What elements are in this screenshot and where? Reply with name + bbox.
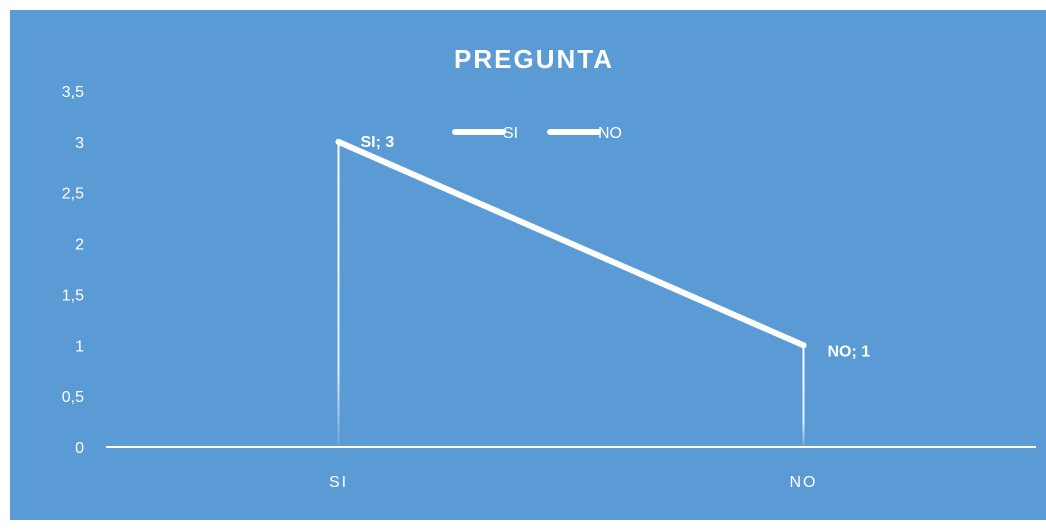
chart-area: PREGUNTA SI NO 0 0,5 1 1,5 2 2,5 3 3,5 SI NO SI; … xyxy=(10,10,1046,520)
y-tick-label: 0 xyxy=(75,440,84,457)
y-tick-label: 1 xyxy=(75,338,84,355)
series-line xyxy=(335,138,807,349)
data-label: NO; 1 xyxy=(828,343,871,360)
y-tick-label: 2 xyxy=(75,237,84,254)
y-tick-label: 1,5 xyxy=(62,287,84,304)
x-tick-label: NO xyxy=(790,474,818,491)
y-axis: 0 0,5 1 1,5 2 2,5 3 3,5 xyxy=(62,84,84,457)
data-label: SI; 3 xyxy=(361,134,395,151)
x-axis: SI NO xyxy=(106,446,1036,491)
legend-label: SI xyxy=(503,125,518,142)
y-tick-label: 3,5 xyxy=(62,84,84,101)
x-tick-label: SI xyxy=(329,474,348,491)
drop-line xyxy=(337,141,340,447)
y-tick-label: 2,5 xyxy=(62,186,84,203)
y-tick-label: 3 xyxy=(75,135,84,152)
legend-label: NO xyxy=(598,125,622,142)
data-point xyxy=(335,138,342,145)
y-tick-label: 0,5 xyxy=(62,389,84,406)
data-point xyxy=(800,342,807,349)
plot-area: SI; 3 NO; 1 xyxy=(335,134,871,447)
drop-line xyxy=(802,345,805,447)
line-chart: PREGUNTA SI NO 0 0,5 1 1,5 2 2,5 3 3,5 SI NO SI; … xyxy=(62,44,1036,491)
chart-title: PREGUNTA xyxy=(454,44,614,74)
legend: SI NO xyxy=(452,125,622,142)
